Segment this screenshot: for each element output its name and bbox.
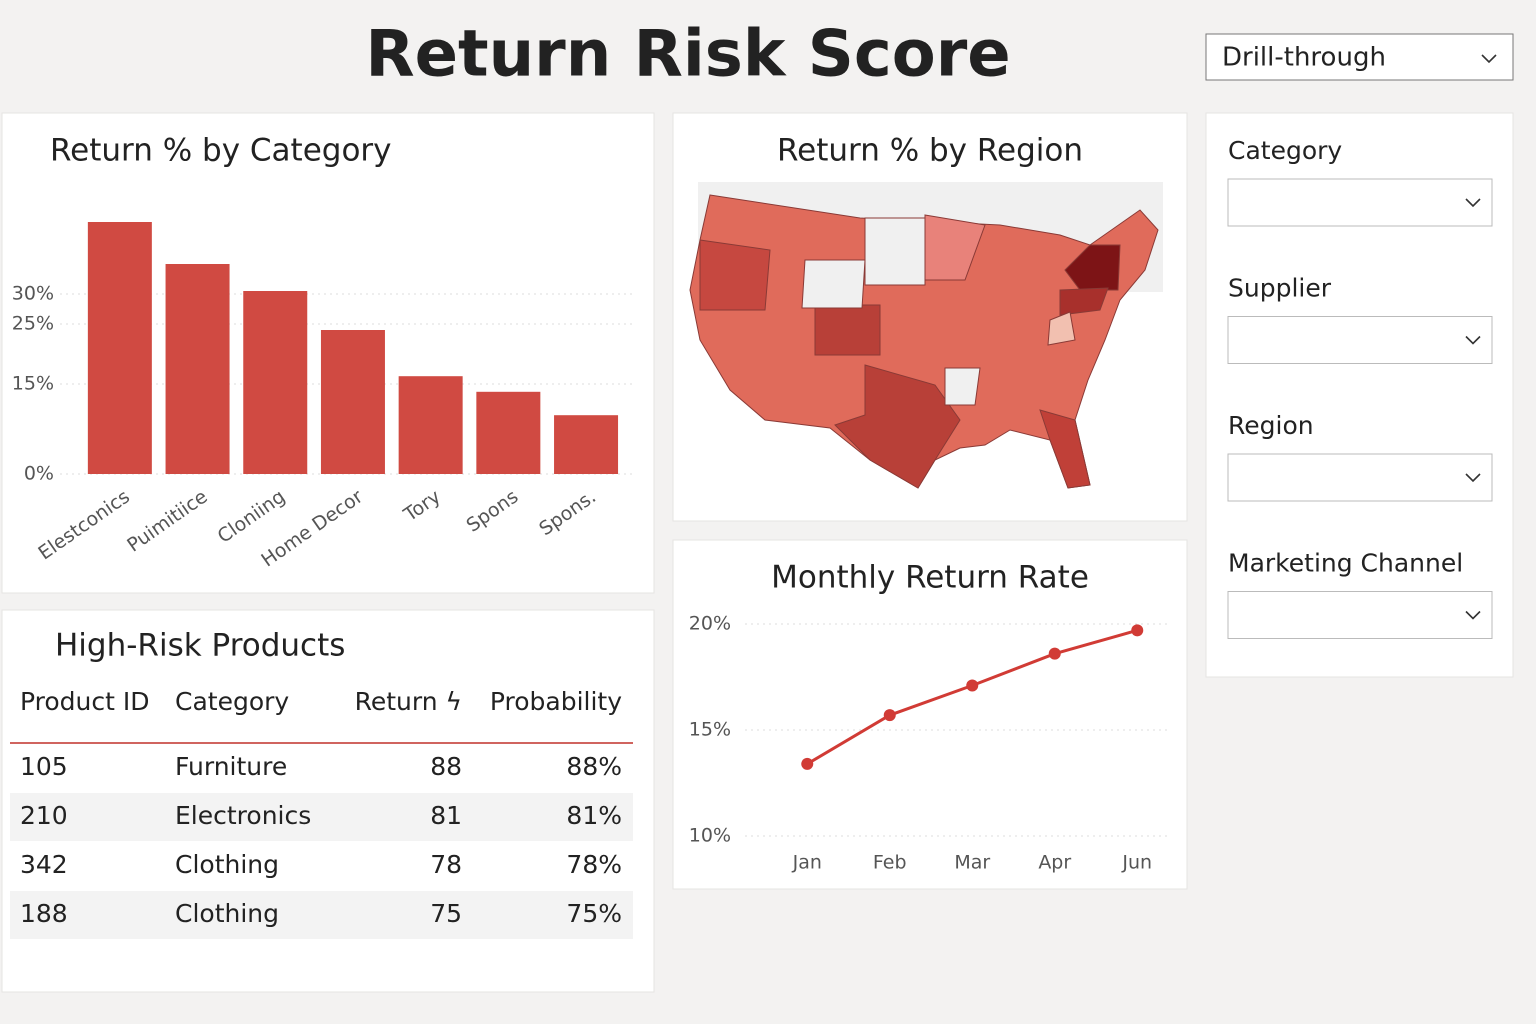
row-stripe: [10, 891, 633, 939]
point: [966, 679, 979, 692]
region: [1064, 244, 1121, 291]
table-cell: 342: [20, 850, 68, 879]
region: [1047, 311, 1076, 346]
y-tick-label: 15%: [689, 719, 731, 741]
table-cell: Clothing: [175, 850, 279, 879]
x-tick-label: Apr: [1038, 852, 1071, 874]
table-cell: 88%: [566, 752, 622, 781]
column-header: Return ϟ: [355, 687, 462, 716]
table-cell: 105: [20, 752, 68, 781]
point: [1131, 624, 1144, 637]
slicer-dropdown[interactable]: [1227, 178, 1493, 227]
chevron: [1465, 610, 1481, 620]
y-tick-label: 0%: [24, 463, 54, 485]
table-cell: 78: [430, 850, 462, 879]
bar: [554, 415, 619, 474]
y-tick-label: 25%: [12, 313, 54, 335]
slicer-dropdown[interactable]: [1227, 316, 1493, 364]
region: [834, 364, 961, 489]
point: [883, 709, 896, 722]
drill-dropdown[interactable]: [1205, 33, 1514, 81]
column-header: Product ID: [20, 687, 150, 716]
table-cell: Furniture: [175, 752, 287, 781]
table-cell: 75%: [566, 899, 622, 928]
chevron: [1481, 54, 1497, 64]
table-cell: 81%: [566, 801, 622, 830]
table-cell: 210: [20, 801, 68, 830]
chevron: [1465, 198, 1481, 208]
x-tick-label: Feb: [873, 852, 907, 874]
region: [801, 259, 866, 309]
slicer-label: Region: [1228, 411, 1314, 440]
x-tick-label: Jun: [1121, 852, 1152, 874]
bar: [398, 376, 463, 474]
page-title: Return Risk Score: [365, 18, 1010, 92]
chart-title: Return % by Category: [50, 133, 392, 169]
point: [801, 757, 814, 770]
bar: [320, 330, 385, 474]
region: [1059, 287, 1109, 316]
table-cell: 88: [430, 752, 462, 781]
panel: [672, 539, 1188, 890]
table-cell: Clothing: [175, 899, 279, 928]
slicer-label: Supplier: [1228, 274, 1332, 303]
y-tick-label: 10%: [689, 825, 731, 847]
row-stripe: [10, 793, 633, 841]
map: [689, 182, 1163, 489]
bar: [87, 222, 152, 474]
slicer-dropdown[interactable]: [1227, 453, 1493, 502]
region: [814, 304, 881, 356]
slicer-label: Marketing Channel: [1228, 549, 1463, 578]
table-cell: 188: [20, 899, 68, 928]
point: [1048, 647, 1061, 660]
slicer-dropdown[interactable]: [1227, 591, 1493, 639]
slicer-label: Category: [1228, 136, 1342, 165]
table-cell: 81: [430, 801, 462, 830]
chart-title: Monthly Return Rate: [771, 560, 1089, 596]
bar: [165, 264, 230, 474]
table-cell: Electronics: [175, 801, 311, 830]
chart-title: Return % by Region: [777, 133, 1083, 169]
x-tick-label: Jan: [792, 852, 822, 874]
x-tick-label: Mar: [954, 852, 990, 874]
drill-label: Drill-through: [1222, 43, 1386, 73]
region: [944, 367, 981, 406]
column-header: Category: [175, 687, 289, 716]
region: [864, 217, 926, 286]
column-header: Probability: [490, 687, 622, 716]
region: [699, 239, 771, 311]
bar: [243, 291, 308, 474]
region: [1039, 409, 1091, 489]
table-cell: 78%: [566, 850, 622, 879]
chevron: [1465, 335, 1481, 345]
y-tick-label: 15%: [12, 373, 54, 395]
bar: [476, 391, 541, 474]
y-tick-label: 20%: [689, 613, 731, 635]
table-cell: 75: [430, 899, 462, 928]
chevron: [1465, 473, 1481, 483]
table-title: High-Risk Products: [55, 628, 345, 664]
y-tick-label: 30%: [12, 283, 54, 305]
